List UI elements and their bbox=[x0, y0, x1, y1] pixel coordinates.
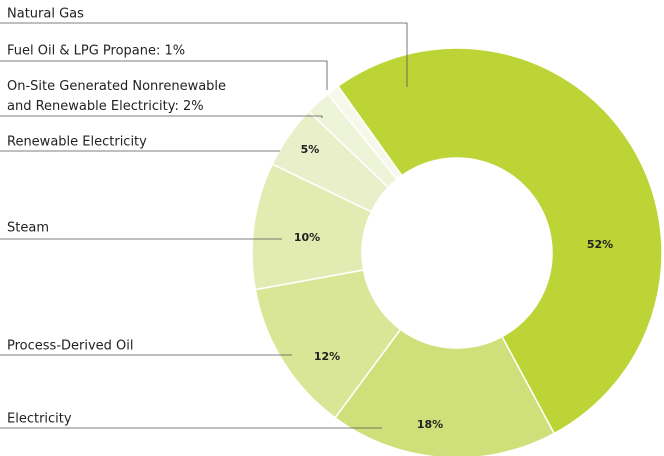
slice-label: Electricity bbox=[7, 412, 72, 427]
leader-line bbox=[0, 60, 328, 90]
value-label: 5% bbox=[301, 143, 320, 156]
donut-slice bbox=[326, 85, 403, 181]
donut-slice bbox=[334, 328, 556, 456]
value-label: 52% bbox=[587, 238, 613, 251]
value-label: 12% bbox=[314, 350, 340, 363]
leader-line bbox=[0, 22, 408, 87]
donut-slice bbox=[336, 47, 663, 435]
slice-label: Fuel Oil & LPG Propane: 1% bbox=[7, 44, 185, 59]
slice-label: Steam bbox=[7, 221, 49, 236]
leader-line bbox=[0, 115, 323, 118]
slice-label: Renewable Electricity bbox=[7, 135, 147, 150]
value-label: 10% bbox=[294, 231, 320, 244]
value-label: 18% bbox=[417, 418, 443, 431]
slice-label: On-Site Generated Nonrenewable and Renewa… bbox=[7, 79, 226, 114]
slice-label: Natural Gas bbox=[7, 7, 84, 22]
slice-label: Process-Derived Oil bbox=[7, 339, 134, 354]
